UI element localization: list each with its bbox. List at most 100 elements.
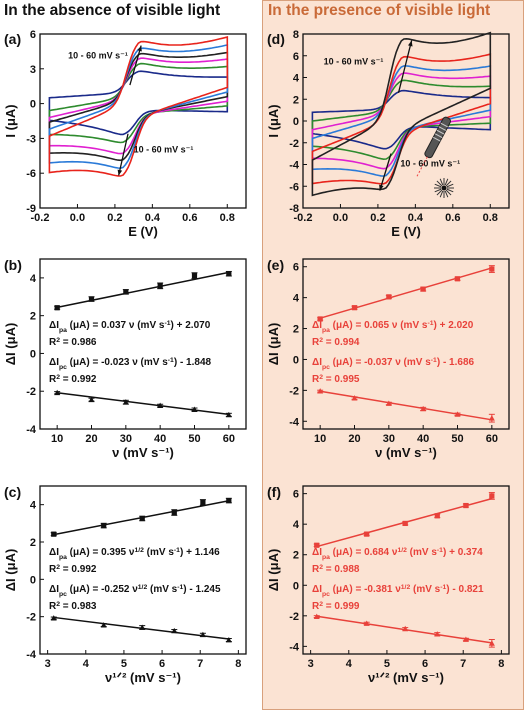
data-point bbox=[351, 395, 358, 401]
x-tick-label: 8 bbox=[498, 658, 504, 670]
y-axis-label: ΔI (μA) bbox=[3, 549, 18, 592]
panel-label: (f) bbox=[267, 484, 281, 500]
x-tick-label: 0.8 bbox=[483, 212, 498, 224]
scan-rate-annotation: 10 - 60 mV s⁻¹ bbox=[134, 144, 194, 154]
data-point bbox=[402, 625, 409, 632]
burst-ray bbox=[439, 190, 444, 198]
x-tick-label: 60 bbox=[223, 433, 235, 445]
y-tick-label: 6 bbox=[293, 489, 299, 501]
data-point bbox=[139, 624, 146, 630]
left-heading: In the absence of visible light bbox=[4, 2, 221, 19]
data-point bbox=[402, 520, 408, 527]
data-point bbox=[385, 400, 392, 406]
y-tick-label: 8 bbox=[293, 29, 299, 41]
cv-curve bbox=[48, 51, 229, 162]
laser-grip bbox=[432, 136, 441, 142]
burst-ray bbox=[436, 189, 443, 196]
x-tick-label: 0.2 bbox=[370, 212, 385, 224]
fit-line bbox=[319, 267, 493, 319]
data-point bbox=[191, 273, 198, 279]
x-axis-label: ν (mV s⁻¹) bbox=[375, 445, 437, 460]
y-tick-label: -8 bbox=[289, 203, 299, 215]
x-tick-label: -0.2 bbox=[31, 212, 50, 224]
x-axis-label: E (V) bbox=[391, 224, 421, 239]
data-point bbox=[226, 271, 232, 277]
fit-line bbox=[57, 271, 229, 309]
arrow-head bbox=[379, 184, 384, 191]
data-point bbox=[314, 542, 320, 548]
burst-ray bbox=[446, 183, 454, 188]
y-tick-label: 0 bbox=[30, 574, 36, 586]
data-point bbox=[225, 637, 232, 643]
x-tick-label: 6 bbox=[422, 658, 428, 670]
y-tick-label: -4 bbox=[289, 641, 300, 653]
y-tick-label: 4 bbox=[293, 293, 300, 305]
x-tick-label: 50 bbox=[451, 433, 463, 445]
cv-curve bbox=[48, 44, 229, 170]
x-axis-label: E (V) bbox=[128, 224, 158, 239]
laser-grip bbox=[440, 122, 449, 128]
x-tick-label: 20 bbox=[348, 433, 360, 445]
data-point bbox=[420, 286, 426, 292]
laser-body bbox=[424, 116, 451, 159]
y-tick-label: 2 bbox=[293, 550, 299, 562]
x-tick-label: 5 bbox=[121, 658, 127, 670]
fit-equation: ΔIpc (μA) = -0.381 ν1/2 (mV s-1) - 0.821 bbox=[312, 584, 484, 598]
x-tick-label: 50 bbox=[188, 433, 200, 445]
data-point bbox=[51, 531, 57, 537]
y-tick-label: 4 bbox=[30, 500, 37, 512]
y-axis-label: ΔI (μA) bbox=[266, 549, 281, 592]
data-point bbox=[54, 389, 61, 396]
fit-panel-e: 10 20 30 40 50 60 -4 -2 0 2 4 6 ν (mV s⁻¹) ΔI (μA) (e)… bbox=[266, 257, 510, 460]
data-point bbox=[488, 415, 495, 421]
x-tick-label: 3 bbox=[308, 658, 314, 670]
burst-ray bbox=[439, 178, 444, 186]
data-point bbox=[420, 405, 427, 412]
laser-grip bbox=[436, 129, 445, 135]
data-point bbox=[226, 497, 232, 504]
arrow-head bbox=[408, 40, 413, 47]
panel-label: (a) bbox=[4, 31, 21, 47]
data-point bbox=[317, 388, 324, 394]
laser-grip bbox=[438, 126, 447, 131]
y-tick-label: -2 bbox=[289, 138, 299, 150]
data-point bbox=[454, 276, 461, 282]
cv-curve bbox=[48, 62, 229, 144]
scan-rate-annotation: 10 - 60 mV s⁻¹ bbox=[324, 56, 384, 66]
x-tick-label: 40 bbox=[417, 433, 429, 445]
data-point bbox=[351, 305, 358, 311]
fit-equation: R2 = 0.992 bbox=[49, 374, 97, 386]
burst-ray bbox=[445, 189, 452, 196]
fit-equation: ΔIpa (μA) = 0.065 ν (mV s-1) + 2.020 bbox=[312, 320, 474, 334]
burst-ray bbox=[445, 180, 452, 187]
y-tick-label: 2 bbox=[293, 94, 299, 106]
burst-ray bbox=[444, 190, 449, 198]
y-tick-label: 0 bbox=[293, 116, 299, 128]
fit-line bbox=[320, 390, 492, 421]
data-point bbox=[88, 396, 95, 403]
x-tick-label: -0.2 bbox=[294, 212, 313, 224]
y-tick-label: 4 bbox=[293, 73, 300, 85]
cv-curve bbox=[311, 72, 492, 170]
plot-frame bbox=[302, 258, 510, 430]
data-point bbox=[191, 406, 198, 412]
y-tick-label: 3 bbox=[30, 64, 36, 76]
x-tick-label: 4 bbox=[83, 658, 90, 670]
cv-panel-d: -0.2 0.0 0.2 0.4 0.6 0.8 -8 -6 -4 -2 0 2 4 6 8 E (V) I (… bbox=[266, 29, 510, 239]
panel-label: (c) bbox=[4, 484, 21, 500]
fit-equation: ΔIpc (μA) = -0.252 ν1/2 (mV s-1) - 1.245 bbox=[49, 584, 221, 598]
fit-panel-c: 3 4 5 6 7 8 -4 -2 0 2 4 ν¹ᐟ² (mV s⁻¹) ΔI (μA) (c) ΔIpa… bbox=[3, 484, 247, 685]
scan-rate-arrow bbox=[118, 133, 129, 176]
x-tick-label: 40 bbox=[154, 433, 166, 445]
fit-equation: R2 = 0.986 bbox=[49, 337, 97, 349]
y-tick-label: -6 bbox=[289, 181, 299, 193]
data-point bbox=[88, 296, 95, 302]
x-tick-label: 30 bbox=[383, 433, 395, 445]
y-axis-label: I (μA) bbox=[3, 104, 18, 137]
laser-grip bbox=[434, 133, 443, 138]
arrow-head bbox=[137, 45, 142, 52]
data-point bbox=[171, 509, 177, 516]
y-tick-label: 0 bbox=[30, 348, 36, 360]
